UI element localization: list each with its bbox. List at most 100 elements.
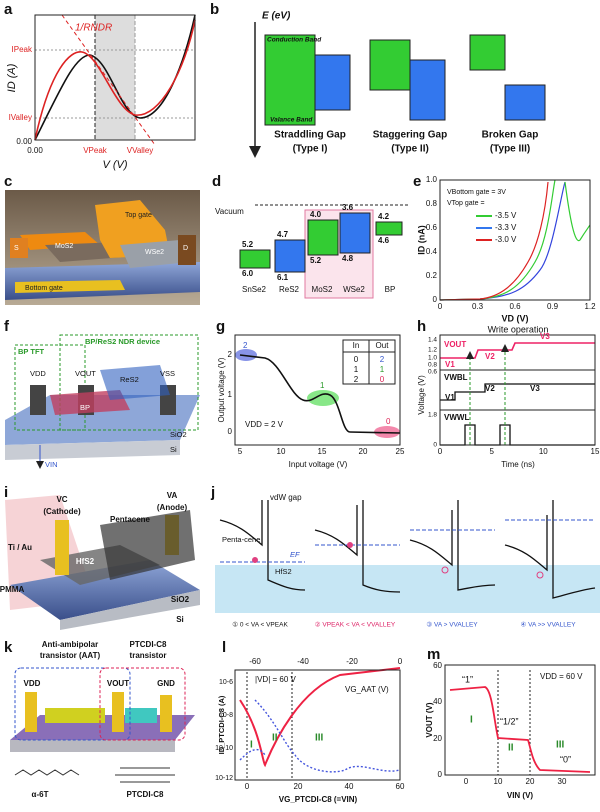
label: VOUT bbox=[444, 340, 466, 349]
label: VDD bbox=[30, 369, 46, 378]
x-tick-label: 0 bbox=[464, 777, 469, 786]
label: Si bbox=[170, 445, 177, 454]
label: PTCDI-C8 bbox=[130, 640, 167, 649]
label: GND bbox=[157, 679, 175, 688]
label: “1” bbox=[462, 674, 473, 684]
label: HfS2 bbox=[275, 567, 292, 576]
label: VC bbox=[56, 495, 67, 504]
y-tick-label: 60 bbox=[433, 661, 442, 670]
label: 4.0 bbox=[310, 210, 322, 219]
panel-letter: g bbox=[216, 318, 225, 335]
label: V2 bbox=[485, 352, 495, 361]
x-tick-label: 30 bbox=[558, 777, 567, 786]
panel-f bbox=[5, 334, 200, 469]
panel-i bbox=[5, 495, 200, 630]
label: VIN bbox=[45, 460, 58, 469]
label: Input voltage (V) bbox=[289, 460, 348, 469]
label: Valance Band bbox=[270, 117, 313, 124]
panel-d bbox=[239, 204, 410, 299]
y-tick-label: 20 bbox=[433, 734, 442, 743]
x-tick-label: -40 bbox=[297, 657, 309, 666]
label: VValley bbox=[127, 146, 154, 155]
x-tick-label: 10 bbox=[539, 447, 548, 456]
x-tick-label: 20 bbox=[294, 782, 303, 791]
label: VD (V) bbox=[502, 313, 529, 323]
label: In bbox=[353, 341, 360, 350]
label: 5.2 bbox=[310, 256, 322, 265]
y-tick-label: 10-10 bbox=[215, 745, 233, 752]
x-tick-label: -60 bbox=[249, 657, 261, 666]
label: EF bbox=[290, 550, 300, 559]
y-tick-label: 0.2 bbox=[426, 271, 438, 280]
label: Bottom gate bbox=[25, 285, 63, 292]
legend-label: -3.3 V bbox=[495, 223, 517, 232]
label: VPeak bbox=[83, 146, 108, 155]
x-tick-label: 40 bbox=[345, 782, 354, 791]
x-tick-label: 10 bbox=[277, 447, 286, 456]
label: VDD = 60 V bbox=[540, 672, 583, 681]
label: 1 bbox=[380, 365, 385, 374]
x-tick-label: 60 bbox=[396, 782, 405, 791]
label: (Type II) bbox=[391, 144, 429, 155]
label: V3 bbox=[540, 332, 550, 341]
panel-letter: j bbox=[210, 484, 215, 501]
panel-letter: a bbox=[4, 1, 13, 18]
x-tick-label: 0.6 bbox=[509, 302, 521, 311]
label: VOUT bbox=[107, 679, 129, 688]
label: 3.6 bbox=[342, 203, 354, 212]
label: ID (nA) bbox=[416, 225, 426, 255]
label: SiO2 bbox=[171, 595, 190, 604]
x-tick-label: 5 bbox=[238, 447, 243, 456]
panel-m bbox=[444, 664, 596, 776]
label: 0 bbox=[380, 375, 385, 384]
label: 0.00 bbox=[16, 137, 32, 146]
label: ReS2 bbox=[279, 285, 300, 294]
label: Staggering Gap bbox=[373, 130, 447, 141]
label: “0” bbox=[560, 754, 571, 764]
panel-k bbox=[10, 667, 195, 783]
x-tick-label: 0 bbox=[438, 447, 443, 456]
label: V1 bbox=[445, 393, 455, 402]
label: ID (A) bbox=[6, 63, 18, 92]
label: ReS2 bbox=[120, 375, 139, 384]
label: Si bbox=[176, 615, 184, 624]
label: (Type III) bbox=[490, 144, 530, 155]
legend-label: -3.0 V bbox=[495, 235, 517, 244]
label: ③ VA > VVALLEY bbox=[426, 621, 478, 629]
label: 4.2 bbox=[378, 212, 390, 221]
x-tick-label: 25 bbox=[396, 447, 405, 456]
label: ④ VA >> VVALLEY bbox=[520, 621, 576, 629]
label: α-6T bbox=[32, 790, 49, 799]
panel-letter: d bbox=[212, 173, 221, 190]
panel-a bbox=[34, 14, 196, 146]
y-tick-label: 10-6 bbox=[219, 679, 233, 686]
label: (Anode) bbox=[157, 503, 188, 512]
label: 5.2 bbox=[242, 240, 254, 249]
label: 2 bbox=[354, 375, 359, 384]
label: Penta-cene bbox=[222, 535, 260, 544]
x-tick-label: 15 bbox=[591, 447, 600, 456]
panel-j bbox=[215, 500, 600, 613]
label: SnSe2 bbox=[242, 285, 267, 294]
label: 0 bbox=[354, 355, 359, 364]
label: Vacuum bbox=[215, 207, 244, 216]
y-tick-label: 1.2 bbox=[428, 347, 437, 354]
label: Ti / Au bbox=[8, 543, 32, 552]
label: BP/ReS2 NDR device bbox=[85, 337, 160, 346]
label: SiO2 bbox=[170, 430, 187, 439]
panel-letter: c bbox=[4, 173, 12, 190]
panel-b bbox=[249, 22, 546, 158]
label: BP bbox=[385, 285, 396, 294]
label: VWBL bbox=[444, 373, 468, 382]
x-tick-label: 0.9 bbox=[547, 302, 559, 311]
region-label: III bbox=[556, 740, 565, 751]
label: VG_PTCDI-C8 (=VIN) bbox=[279, 795, 358, 804]
label: Anti-ambipolar bbox=[42, 640, 98, 649]
panel-letter: k bbox=[4, 639, 13, 656]
y-tick-label: 1.0 bbox=[426, 175, 438, 184]
label: VTop gate = bbox=[447, 200, 485, 207]
panel-g bbox=[234, 334, 401, 446]
panel-letter: l bbox=[222, 639, 226, 656]
panel-letter: h bbox=[417, 318, 426, 335]
label: transistor (AAT) bbox=[40, 651, 101, 660]
